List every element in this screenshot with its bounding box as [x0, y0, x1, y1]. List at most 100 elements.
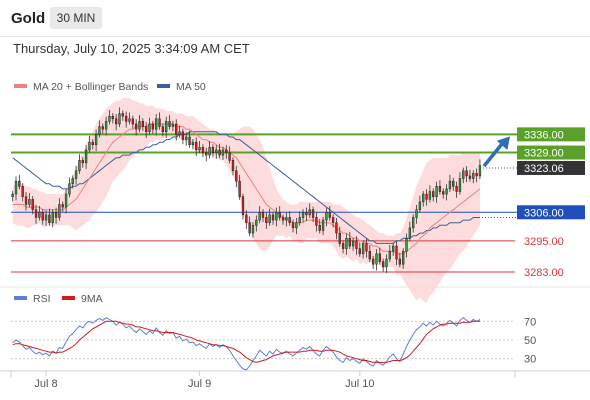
rsi-tick-label: 30	[524, 354, 536, 366]
legend-swatch	[62, 296, 75, 300]
candle-body	[321, 219, 325, 231]
candle-body	[228, 152, 231, 161]
candle-body	[235, 170, 238, 182]
candle-body	[28, 199, 31, 205]
candle-body	[261, 212, 265, 218]
rsi-line	[12, 316, 481, 371]
candle-body	[64, 193, 68, 208]
candle-body	[335, 222, 338, 234]
candle-body	[211, 147, 215, 153]
candle-body	[21, 186, 24, 197]
level-label: 3306.00	[524, 207, 564, 219]
candle-body	[422, 193, 425, 203]
candle-body	[145, 126, 148, 133]
candle-body	[74, 170, 78, 179]
legend-label: RSI	[33, 293, 51, 305]
candle-body	[58, 204, 61, 218]
candle-body	[41, 212, 44, 221]
candle-body	[368, 250, 371, 260]
candle-body	[208, 147, 211, 156]
candle-body	[381, 261, 385, 268]
candle-body	[415, 209, 418, 218]
candle-body	[258, 212, 261, 221]
candle-body	[124, 115, 128, 122]
timeframe-button[interactable]: 30 MIN	[50, 7, 102, 29]
main-legend: MA 20 + Bollinger Bands MA 50	[14, 81, 206, 93]
candle-body	[268, 214, 271, 223]
candle-body	[458, 178, 462, 192]
candle-body	[84, 149, 88, 164]
candles	[11, 107, 482, 274]
candle-body	[385, 258, 388, 268]
candle-body	[448, 180, 452, 190]
candle-body	[428, 191, 432, 200]
candle-body	[141, 121, 145, 127]
level-label: 3295.00	[524, 236, 564, 248]
candle-body	[378, 253, 381, 262]
candle-body	[151, 123, 155, 130]
candle-body	[318, 225, 321, 231]
candle-body	[371, 258, 375, 265]
candle-body	[81, 160, 84, 164]
candle-body	[134, 123, 138, 130]
rsi-tick-label: 70	[524, 316, 536, 328]
candle-body	[91, 141, 94, 145]
candle-body	[88, 141, 91, 151]
candle-body	[111, 115, 114, 120]
legend-swatch	[157, 84, 170, 88]
candle-body	[168, 121, 171, 127]
candle-body	[165, 121, 168, 133]
candle-body	[185, 136, 188, 140]
candle-body	[338, 232, 341, 244]
candle-body	[38, 212, 41, 218]
candle-body	[131, 118, 134, 125]
candle-body	[195, 141, 198, 151]
candle-body	[238, 180, 241, 197]
candle-body	[101, 126, 104, 130]
candle-body	[94, 134, 98, 146]
candle-body	[11, 193, 14, 197]
candle-body	[375, 253, 378, 265]
candle-body	[478, 165, 482, 177]
candle-body	[351, 240, 355, 247]
candle-body	[71, 178, 74, 184]
candle-body	[412, 217, 415, 229]
candle-body	[445, 188, 448, 195]
candle-body	[405, 238, 408, 252]
legend-swatch	[14, 84, 27, 88]
candle-body	[281, 217, 285, 221]
candle-body	[408, 227, 412, 239]
candle-body	[121, 113, 124, 117]
legend-label: MA 50	[176, 81, 206, 93]
candle-body	[188, 136, 191, 145]
candle-body	[98, 126, 101, 135]
candle-body	[265, 217, 268, 223]
candle-body	[138, 121, 141, 130]
candle-body	[161, 126, 165, 133]
candle-body	[295, 222, 298, 229]
candle-body	[468, 175, 472, 179]
candle-body	[248, 222, 251, 234]
candle-body	[288, 217, 291, 223]
candle-body	[465, 170, 468, 177]
candle-body	[14, 180, 18, 195]
level-tag-pivot	[517, 205, 585, 220]
candle-body	[291, 222, 295, 229]
level-label: 3283.00	[524, 267, 564, 279]
candle-body	[311, 209, 315, 218]
candle-body	[298, 217, 301, 223]
candle-body	[128, 118, 131, 122]
candle-body	[24, 196, 28, 205]
legend-label: MA 20 + Bollinger Bands	[33, 81, 148, 93]
candle-body	[78, 160, 81, 171]
candle-body	[205, 152, 208, 156]
candle-body	[388, 250, 392, 260]
candle-body	[462, 170, 465, 179]
candle-body	[438, 186, 442, 192]
candle-body	[348, 238, 351, 247]
candle-body	[51, 212, 54, 223]
candle-body	[155, 118, 158, 130]
candle-body	[345, 238, 348, 249]
candle-body	[68, 183, 71, 195]
